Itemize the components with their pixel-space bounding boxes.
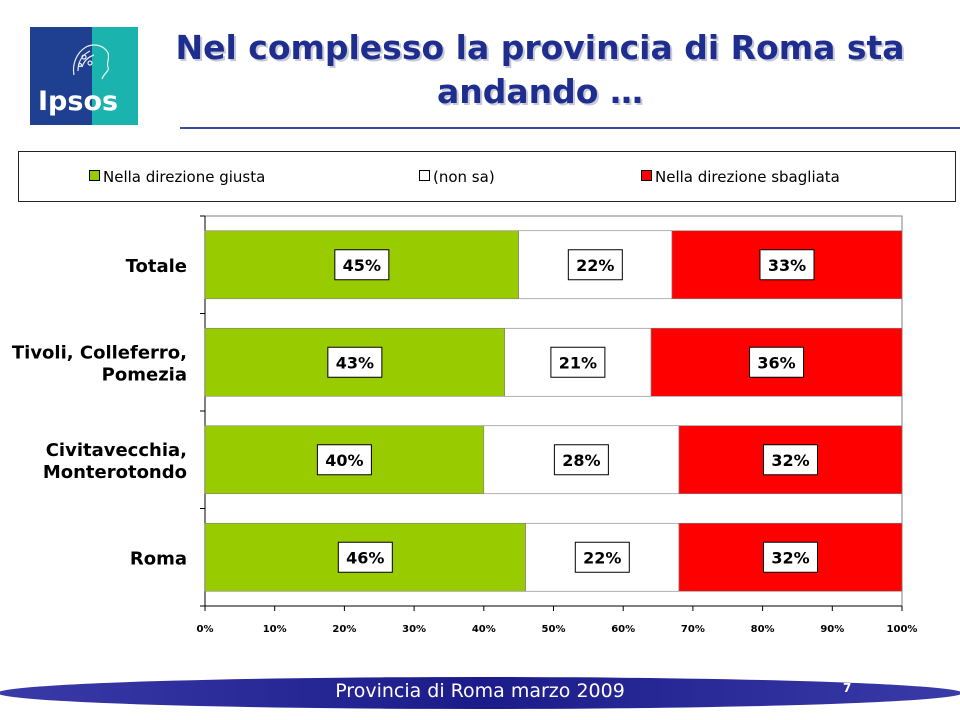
data-label-box	[762, 444, 818, 476]
stacked-bar-chart: 0% 10% 20% 30% 40% 50% 60% 70% 80% 90% 100% 45% 22% 3…	[12, 215, 918, 635]
data-label-box	[759, 249, 815, 281]
x-tick-label: 30%	[402, 624, 426, 635]
data-label-box	[334, 249, 390, 281]
x-tick-label: 0%	[197, 624, 214, 635]
data-label: 36%	[757, 353, 795, 372]
x-tick-label: 20%	[332, 624, 356, 635]
data-label: 28%	[562, 451, 600, 470]
legend-swatch-non-sa	[419, 170, 430, 181]
logo-teal-band	[92, 27, 138, 125]
category-label: Tivoli, Colleferro,	[12, 342, 187, 363]
data-label-box	[316, 444, 372, 476]
data-label: 46%	[346, 548, 384, 567]
legend-swatch-sbagliata	[641, 170, 652, 181]
category-label: Roma	[130, 548, 187, 569]
data-label: 32%	[771, 548, 809, 567]
x-tick-label: 70%	[681, 624, 705, 635]
logo-text: Ipsos	[38, 86, 119, 117]
footer-band	[0, 677, 960, 709]
ipsos-logo: Ipsos	[30, 27, 138, 125]
x-tick-label: 90%	[820, 624, 844, 635]
data-label: 43%	[336, 353, 374, 372]
data-label: 40%	[325, 451, 363, 470]
legend-swatch-giusta	[89, 170, 100, 181]
data-label: 22%	[576, 256, 614, 275]
legend-label-giusta: Nella direzione giusta	[103, 168, 266, 186]
category-label: Monterotondo	[43, 462, 187, 483]
data-label: 21%	[559, 353, 597, 372]
data-label-box	[574, 541, 630, 573]
data-label-box	[550, 346, 606, 378]
x-tick-label: 80%	[751, 624, 775, 635]
data-label: 22%	[583, 548, 621, 567]
category-label: Civitavecchia,	[46, 440, 187, 461]
title-line-2: andando …	[437, 72, 643, 111]
title-divider	[180, 127, 960, 129]
data-label: 45%	[343, 256, 381, 275]
x-tick-label: 40%	[472, 624, 496, 635]
legend-item-giusta: Nella direzione giusta	[89, 168, 265, 186]
bar-segment	[671, 230, 903, 300]
data-label-box	[749, 346, 805, 378]
data-label-box	[553, 444, 609, 476]
data-label-box	[567, 249, 623, 281]
data-label-box	[327, 346, 383, 378]
page-number: 7	[843, 681, 852, 695]
head-profile-icon	[72, 44, 110, 80]
chart-legend: Nella direzione giusta (non sa) Nella di…	[18, 151, 956, 202]
data-label: 33%	[768, 256, 806, 275]
category-label: Totale	[126, 256, 187, 277]
data-label: 32%	[771, 451, 809, 470]
legend-label-sbagliata: Nella direzione sbagliata	[655, 168, 840, 186]
x-tick-label: 100%	[887, 624, 918, 635]
x-tick-label: 10%	[263, 624, 287, 635]
slide-title: Nel complesso la provincia di Roma sta a…	[160, 26, 920, 114]
category-label: Pomezia	[102, 364, 187, 385]
data-label-box	[337, 541, 393, 573]
title-line-1: Nel complesso la provincia di Roma sta	[175, 28, 905, 67]
x-tick-label: 50%	[542, 624, 566, 635]
legend-label-non-sa: (non sa)	[433, 168, 495, 186]
x-tick-label: 60%	[611, 624, 635, 635]
legend-item-non-sa: (non sa)	[419, 168, 495, 186]
legend-item-sbagliata: Nella direzione sbagliata	[641, 168, 840, 186]
footer-text: Provincia di Roma marzo 2009	[335, 680, 625, 702]
data-label-box	[762, 541, 818, 573]
